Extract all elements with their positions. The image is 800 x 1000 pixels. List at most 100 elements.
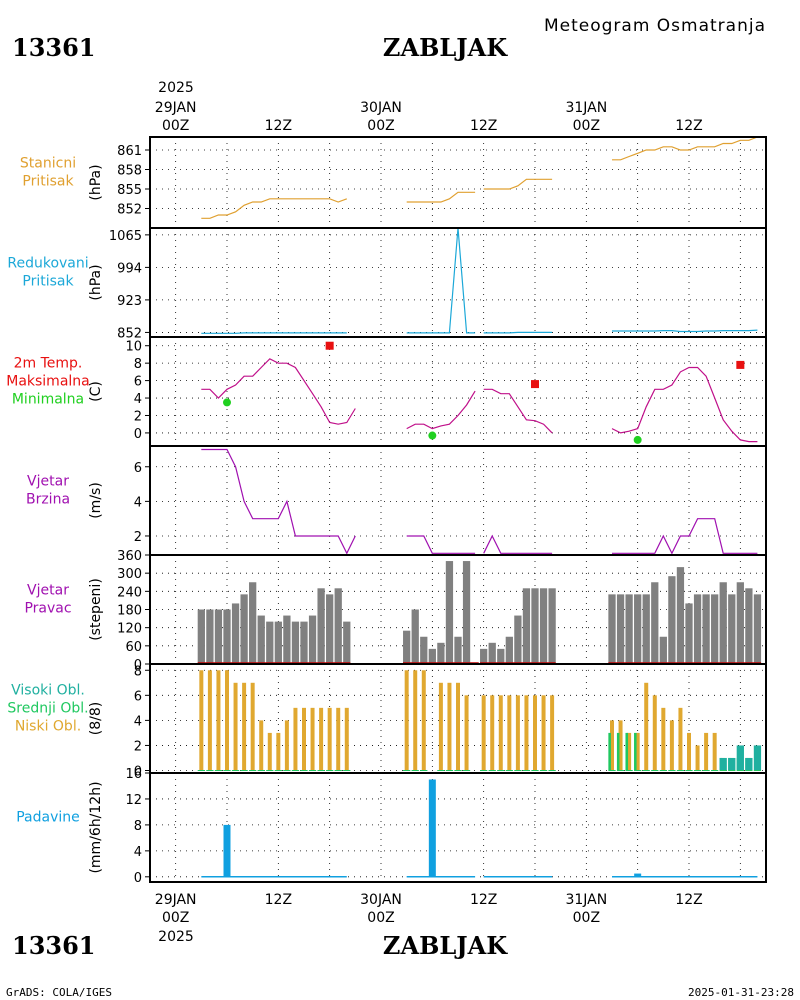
panel-label: Visoki Obl. — [11, 683, 85, 699]
low-cloud-bar — [225, 670, 229, 771]
low-cloud-bar — [302, 707, 306, 771]
y-axis-label: (stepeni) — [88, 578, 104, 641]
wind-direction-bar — [702, 594, 710, 664]
time-tick-label-bottom: 00Z — [367, 910, 394, 926]
wind-direction-bar — [728, 594, 736, 664]
wind-direction-bar — [659, 636, 667, 664]
time-axis-top-year: 2025 — [158, 80, 194, 96]
panel-label: Pravac — [24, 601, 71, 617]
low-cloud-bar — [669, 720, 674, 771]
y-tick-label: 4 — [134, 845, 142, 860]
wind-direction-bar — [608, 594, 616, 664]
time-tick-label-top: 00Z — [573, 118, 600, 134]
panel-label: Maksimalna — [6, 374, 90, 390]
wind-direction-bar — [308, 615, 317, 664]
low-cloud-bar — [712, 732, 717, 771]
time-tick-label-top: 12Z — [675, 118, 702, 134]
panels: 852 855 858 861 (hPa) Stanicni Pritisak 852 923 9… — [6, 136, 767, 886]
y-tick-label: 4 — [134, 714, 142, 729]
wind-direction-bar — [214, 609, 223, 664]
wind-direction-bar — [206, 609, 214, 664]
time-tick-label-bottom: 00Z — [573, 910, 600, 926]
wind-direction-bar — [651, 582, 659, 664]
y-tick-label: 300 — [117, 567, 142, 582]
y-tick-label: 240 — [117, 585, 142, 600]
y-tick-label: 6 — [134, 461, 142, 476]
panel-label: Niski Obl. — [15, 719, 81, 735]
panel-label: Pritisak — [22, 274, 74, 290]
wind-direction-bar — [668, 576, 676, 664]
low-cloud-bar — [464, 695, 469, 771]
chart-title: Meteogram Osmatranja — [544, 16, 766, 36]
series-line — [406, 191, 476, 203]
low-cloud-bar — [541, 695, 546, 771]
y-tick-label: 994 — [117, 261, 142, 276]
panel-p4: 2 4 6 (m/s) Vjetar Brzina — [26, 445, 767, 556]
wind-direction-bar — [548, 588, 556, 664]
footer-credit: GrADS: COLA/IGES — [6, 986, 112, 999]
wind-direction-bar — [420, 636, 428, 664]
min-temp-point — [428, 431, 437, 440]
low-cloud-bar — [421, 670, 426, 771]
panel-p5: 0 60 120 180 240 300 360 (stepeni) Vjetar Pravac — [24, 549, 767, 673]
series-line — [201, 358, 356, 425]
time-axis-bottom-year: 2025 — [158, 929, 194, 945]
station-id-bottom: 13361 — [12, 931, 96, 960]
min-temp-point — [633, 435, 642, 444]
y-tick-label: 852 — [117, 326, 142, 341]
panel-frame — [149, 227, 767, 338]
series-line — [612, 329, 758, 333]
low-cloud-bar — [490, 695, 495, 771]
low-cloud-bar — [644, 682, 649, 771]
panel-frame — [149, 772, 767, 883]
wind-direction-bar — [223, 609, 231, 664]
low-cloud-bar — [524, 695, 529, 771]
panel-label: Padavine — [16, 810, 80, 826]
wind-direction-bar — [719, 582, 727, 664]
y-tick-label: 0 — [134, 871, 142, 886]
wind-direction-bar — [676, 567, 685, 664]
wind-direction-bar — [539, 588, 548, 664]
panel-label: Stanicni — [20, 156, 76, 172]
wind-direction-bar — [693, 594, 702, 664]
y-axis-label: (m/s) — [88, 482, 104, 519]
wind-direction-bar — [625, 594, 633, 664]
wind-direction-bar — [326, 594, 334, 664]
y-tick-label: 8 — [134, 357, 142, 372]
wind-direction-bar — [343, 621, 351, 664]
series-line — [611, 366, 758, 443]
low-cloud-bar — [319, 707, 324, 771]
y-tick-label: 855 — [117, 183, 142, 198]
low-cloud-bar — [438, 682, 443, 771]
y-tick-label: 120 — [117, 622, 142, 637]
min-temp-point — [223, 398, 231, 407]
y-tick-label: 16 — [125, 767, 142, 782]
wind-direction-bar — [497, 648, 505, 664]
y-tick-label: 8 — [134, 664, 142, 679]
y-axis-label: (8/8) — [88, 702, 104, 735]
y-tick-label: 0 — [134, 427, 142, 442]
time-tick-label-bottom: 12Z — [265, 892, 292, 908]
y-axis-label: (hPa) — [88, 264, 104, 300]
low-cloud-bar — [284, 720, 289, 771]
panel-p1: 852 855 858 861 (hPa) Stanicni Pritisak — [20, 136, 767, 229]
time-axis-bottom: 29JAN 00Z 12Z 30JAN 00Z 12Z 31JAN 00Z 12Z — [155, 892, 703, 926]
time-tick-label-top: 31JAN — [565, 100, 607, 116]
y-axis-label: (hPa) — [88, 164, 104, 200]
y-tick-label: 0 — [134, 764, 142, 779]
y-tick-label: 1065 — [109, 229, 142, 244]
high-cloud-bar — [728, 757, 736, 771]
low-cloud-bar — [447, 682, 452, 771]
low-cloud-bar — [507, 695, 512, 771]
mid-cloud-bar — [608, 732, 611, 771]
time-tick-label-bottom: 00Z — [162, 910, 189, 926]
high-cloud-bar — [745, 757, 753, 771]
panel-label: Vjetar — [27, 474, 69, 490]
y-tick-label: 10 — [125, 340, 142, 355]
time-tick-label-bottom: 12Z — [675, 892, 702, 908]
wind-direction-bar — [745, 588, 753, 664]
wind-direction-bar — [685, 603, 693, 664]
precip-bar — [428, 779, 436, 877]
wind-direction-bar — [616, 594, 625, 664]
